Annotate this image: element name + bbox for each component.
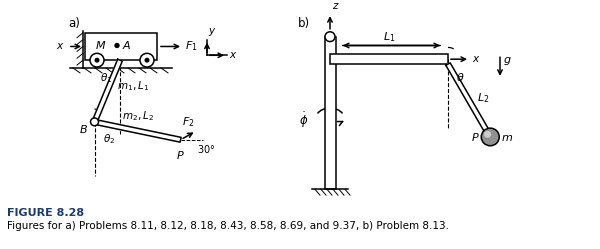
Text: $L_1$: $L_1$ bbox=[383, 30, 395, 44]
Text: $\theta_1$: $\theta_1$ bbox=[100, 71, 112, 85]
Text: $A$: $A$ bbox=[122, 40, 131, 52]
Text: $m_1, L_1$: $m_1, L_1$ bbox=[117, 79, 149, 93]
Text: $\dot{\phi}$: $\dot{\phi}$ bbox=[299, 110, 308, 129]
Circle shape bbox=[90, 53, 104, 67]
Polygon shape bbox=[92, 59, 122, 123]
Circle shape bbox=[95, 59, 99, 62]
Text: $m_2, L_2$: $m_2, L_2$ bbox=[122, 109, 154, 123]
Text: $\theta$: $\theta$ bbox=[456, 71, 464, 83]
Circle shape bbox=[145, 59, 149, 62]
Text: $\theta_2$: $\theta_2$ bbox=[103, 132, 115, 146]
Polygon shape bbox=[446, 63, 493, 138]
Text: $m$: $m$ bbox=[501, 133, 514, 143]
Text: $x$: $x$ bbox=[229, 50, 238, 60]
Text: $x$: $x$ bbox=[472, 54, 481, 64]
Text: Figures for a) Problems 8.11, 8.12, 8.18, 8.43, 8.58, 8.69, and 9.37, b) Problem: Figures for a) Problems 8.11, 8.12, 8.18… bbox=[7, 221, 449, 231]
Bar bbox=[85, 33, 157, 60]
Circle shape bbox=[115, 44, 119, 48]
Text: $M$: $M$ bbox=[95, 40, 107, 52]
Text: $z$: $z$ bbox=[332, 1, 340, 11]
Text: $B$: $B$ bbox=[79, 123, 88, 135]
Text: $P$: $P$ bbox=[176, 149, 185, 161]
Circle shape bbox=[484, 131, 491, 138]
Text: $L_2$: $L_2$ bbox=[477, 91, 490, 105]
Text: FIGURE 8.28: FIGURE 8.28 bbox=[7, 208, 84, 218]
Circle shape bbox=[481, 128, 499, 146]
Text: $P$: $P$ bbox=[470, 131, 479, 143]
Bar bbox=[330, 54, 448, 64]
Circle shape bbox=[140, 53, 154, 67]
Text: b): b) bbox=[298, 17, 310, 30]
Text: $x$: $x$ bbox=[56, 42, 65, 52]
Bar bbox=[325, 37, 335, 189]
Text: $F_1$: $F_1$ bbox=[185, 40, 197, 53]
Text: $g$: $g$ bbox=[503, 55, 512, 67]
Text: $y$: $y$ bbox=[208, 26, 217, 38]
Polygon shape bbox=[94, 120, 181, 142]
Text: $30°$: $30°$ bbox=[197, 143, 215, 155]
Circle shape bbox=[325, 32, 335, 42]
Text: $F_2$: $F_2$ bbox=[182, 115, 194, 129]
Circle shape bbox=[91, 118, 98, 126]
Text: a): a) bbox=[68, 17, 80, 30]
